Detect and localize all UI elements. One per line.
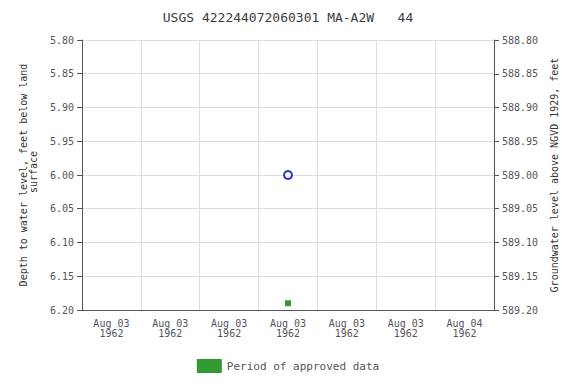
svg-text:589.10: 589.10 <box>502 237 538 248</box>
svg-text:Aug 03: Aug 03 <box>93 317 130 329</box>
svg-text:1962: 1962 <box>276 328 300 339</box>
svg-text:1962: 1962 <box>217 328 241 339</box>
svg-text:1962: 1962 <box>158 328 182 339</box>
svg-text:Aug 03: Aug 03 <box>211 317 248 329</box>
svg-text:589.05: 589.05 <box>502 203 538 214</box>
svg-text:Aug 04: Aug 04 <box>446 317 483 329</box>
svg-text:1962: 1962 <box>99 328 123 339</box>
svg-text:1962: 1962 <box>335 328 359 339</box>
svg-text:Aug 03: Aug 03 <box>152 317 189 329</box>
svg-text:5.80: 5.80 <box>50 35 74 46</box>
svg-text:Aug 03: Aug 03 <box>328 317 365 329</box>
svg-text:588.80: 588.80 <box>502 35 538 46</box>
svg-text:589.15: 589.15 <box>502 271 538 282</box>
svg-text:589.20: 589.20 <box>502 305 538 316</box>
svg-text:Aug 03: Aug 03 <box>387 317 424 329</box>
svg-text:surface: surface <box>28 151 39 199</box>
svg-text:6.00: 6.00 <box>50 170 74 181</box>
svg-text:Groundwater level above NGVD 1: Groundwater level above NGVD 1929, feet <box>549 58 560 293</box>
svg-text:588.95: 588.95 <box>502 136 538 147</box>
svg-text:USGS 422244072060301 MA-A2W: USGS 422244072060301 MA-A2W 44 <box>163 10 414 25</box>
svg-text:5.95: 5.95 <box>50 136 74 147</box>
svg-text:6.10: 6.10 <box>50 237 74 248</box>
svg-text:6.05: 6.05 <box>50 203 74 214</box>
svg-text:589.00: 589.00 <box>502 170 538 181</box>
svg-text:Period of approved data: Period of approved data <box>227 360 379 373</box>
svg-text:1962: 1962 <box>394 328 418 339</box>
svg-text:5.85: 5.85 <box>50 68 74 79</box>
svg-text:588.85: 588.85 <box>502 68 538 79</box>
svg-text:588.90: 588.90 <box>502 102 538 113</box>
svg-text:6.15: 6.15 <box>50 271 74 282</box>
svg-text:Depth to water level, feet bel: Depth to water level, feet below land <box>17 63 29 287</box>
svg-text:Aug 03: Aug 03 <box>269 317 307 329</box>
svg-text:6.20: 6.20 <box>50 305 74 316</box>
svg-text:1962: 1962 <box>453 328 477 339</box>
svg-text:5.90: 5.90 <box>50 102 74 113</box>
